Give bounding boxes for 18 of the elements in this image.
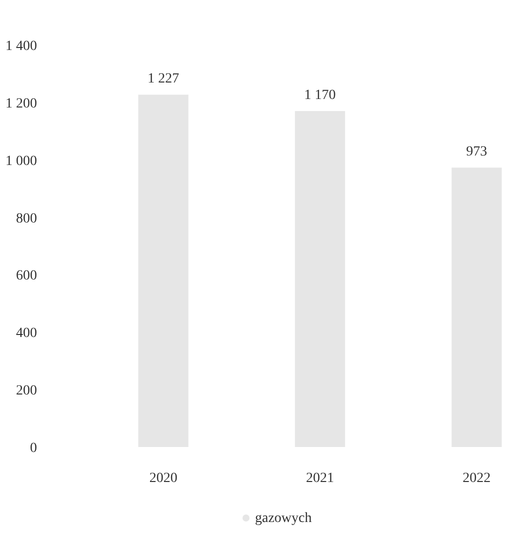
x-tick-label: 2020 <box>149 471 178 486</box>
bar <box>452 168 502 447</box>
y-tick-label: 200 <box>16 384 37 399</box>
text: 973 <box>466 144 488 160</box>
y-tick-label: 0 <box>30 441 37 456</box>
y-tick-label: 1 000 <box>6 154 37 169</box>
y-tick-label: 1 200 <box>6 96 37 112</box>
y-tick-label: 400 <box>16 326 37 342</box>
x-tick-label: 2022 <box>462 471 491 486</box>
bar <box>138 94 188 447</box>
y-tick-label: 600 <box>16 268 37 284</box>
y-tick-label: 800 <box>16 211 37 226</box>
bar <box>294 111 346 447</box>
legend-label: gazowych <box>255 511 312 526</box>
text: 1 170 <box>304 88 336 104</box>
y-tick-label: 1 400 <box>6 39 37 54</box>
text: 1 227 <box>148 72 180 87</box>
x-tick-label: 2021 <box>306 471 334 486</box>
